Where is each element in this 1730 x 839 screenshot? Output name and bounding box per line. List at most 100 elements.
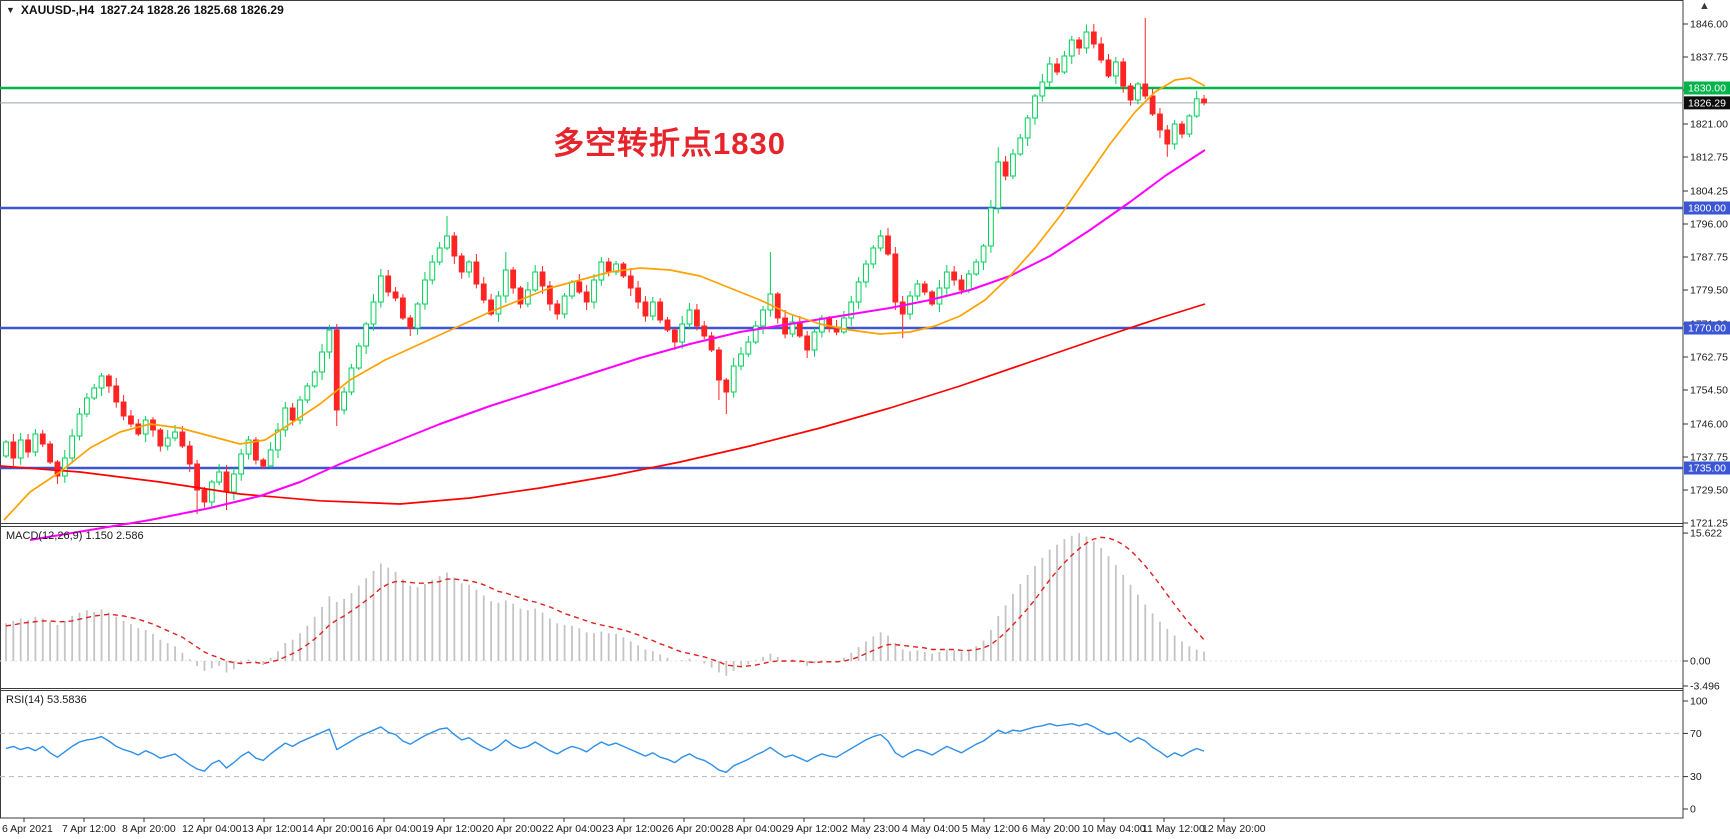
rsi-line xyxy=(5,723,1205,773)
candle-body xyxy=(1157,113,1163,131)
price-tick-label: 1762.75 xyxy=(1690,352,1728,364)
candle-body xyxy=(1135,83,1141,101)
macd-tick-label: 15.622 xyxy=(1690,528,1722,540)
price-tick-label: 1787.75 xyxy=(1690,252,1728,264)
candle-body xyxy=(988,207,994,247)
ma-slow-red-line xyxy=(0,303,1206,505)
chart-title-ohlc: 1827.24 1828.26 1825.68 1826.29 xyxy=(100,3,284,17)
candle-body xyxy=(466,261,472,273)
candle-body xyxy=(385,275,392,293)
candle-body xyxy=(547,285,553,305)
candle-body xyxy=(1076,39,1082,49)
candle-body xyxy=(605,261,612,273)
macd-tick-label: -3.496 xyxy=(1690,681,1720,693)
chart-frame xyxy=(0,0,1684,819)
candle-body xyxy=(885,235,891,255)
rsi-tick-label: 70 xyxy=(1690,728,1702,740)
candle-body xyxy=(708,335,715,351)
time-axis: 6 Apr 2021 7 Apr 12:00 8 Apr 20:00 12 Apr 0… xyxy=(2,818,1266,835)
candle-body xyxy=(502,269,509,297)
price-tick-label: 1837.75 xyxy=(1690,52,1728,64)
candle-body xyxy=(216,471,223,483)
candle-body xyxy=(767,293,774,311)
candle-body xyxy=(774,293,781,319)
time-tick-label: 2 May 23:00 xyxy=(842,823,900,835)
price-level-badge xyxy=(1684,96,1730,110)
candle-body xyxy=(1186,115,1193,135)
candle-body xyxy=(76,413,83,437)
candle-body xyxy=(1061,55,1068,73)
candle-body xyxy=(3,441,9,457)
price-level-badge xyxy=(1684,81,1730,95)
candle-body xyxy=(201,489,208,503)
candle-body xyxy=(69,435,76,459)
candle-body xyxy=(1024,117,1031,139)
candle-body xyxy=(25,439,31,453)
candle-body xyxy=(723,379,730,393)
candle-body xyxy=(17,439,24,459)
candle-body xyxy=(238,453,245,475)
candle-body xyxy=(1105,59,1112,77)
candle-body xyxy=(297,399,303,421)
candle-body xyxy=(444,235,450,249)
candle-body xyxy=(671,329,678,343)
candle-body xyxy=(436,247,443,263)
rsi-indicator-label: RSI(14) 53.5836 xyxy=(6,694,87,706)
candle-body xyxy=(1083,31,1090,49)
candle-body xyxy=(1032,95,1038,119)
candle-body xyxy=(363,323,370,347)
time-tick-label: 12 Apr 04:00 xyxy=(182,823,242,835)
candle-body xyxy=(1039,81,1046,97)
candle-body xyxy=(892,253,899,303)
candle-body xyxy=(510,269,517,289)
candle-body xyxy=(848,301,855,319)
candle-body xyxy=(98,375,105,389)
candle-body xyxy=(208,481,215,503)
candle-body xyxy=(1127,85,1134,101)
candle-body xyxy=(995,161,1002,209)
price-level-badge-label: 1800.00 xyxy=(1688,203,1726,215)
price-level-badge xyxy=(1684,201,1730,215)
candle-body xyxy=(333,329,340,411)
candle-body xyxy=(642,301,649,317)
macd-signal-line xyxy=(5,536,1205,668)
candle-body xyxy=(106,375,112,387)
chart-title: ▼ XAUUSD-,H4 1827.24 1828.26 1825.68 182… xyxy=(6,3,284,17)
candle-body xyxy=(591,279,597,303)
macd-panel: 15.622 0.00 -3.496 xyxy=(0,528,1722,693)
price-tick-label: 1729.50 xyxy=(1690,485,1728,497)
candle-body xyxy=(480,283,487,301)
candle-body xyxy=(260,459,267,467)
candle-body xyxy=(664,319,671,331)
candle-body xyxy=(47,443,54,463)
candle-body xyxy=(517,287,524,305)
candle-body xyxy=(194,463,200,491)
time-tick-label: 14 Apr 20:00 xyxy=(302,823,362,835)
candle-body xyxy=(1164,129,1171,145)
rsi-tick-label: 0 xyxy=(1690,804,1696,816)
candle-body xyxy=(701,325,708,337)
candle-body xyxy=(1171,123,1178,145)
candle-body xyxy=(627,275,634,289)
candle-body xyxy=(1017,137,1024,155)
time-tick-label: 11 May 12:00 xyxy=(1142,823,1205,835)
candle-body xyxy=(377,275,384,303)
candle-body xyxy=(1054,63,1060,73)
price-tick-label: 1721.25 xyxy=(1690,518,1728,530)
candle-body xyxy=(267,449,274,467)
candle-body xyxy=(370,301,377,325)
candle-body xyxy=(135,423,142,435)
annotation-text: 多空转折点1830 xyxy=(553,126,786,161)
candle-body xyxy=(172,431,178,439)
candle-body xyxy=(275,429,281,451)
candle-body xyxy=(752,325,759,343)
price-level-badge xyxy=(1684,321,1730,335)
candle-body xyxy=(429,261,436,281)
candle-body xyxy=(532,271,539,291)
time-tick-label: 13 Apr 12:00 xyxy=(242,823,302,835)
scroll-to-end-marker-icon[interactable]: ▲ xyxy=(1699,0,1710,12)
candle-body xyxy=(120,401,127,417)
candle-body xyxy=(554,303,561,315)
